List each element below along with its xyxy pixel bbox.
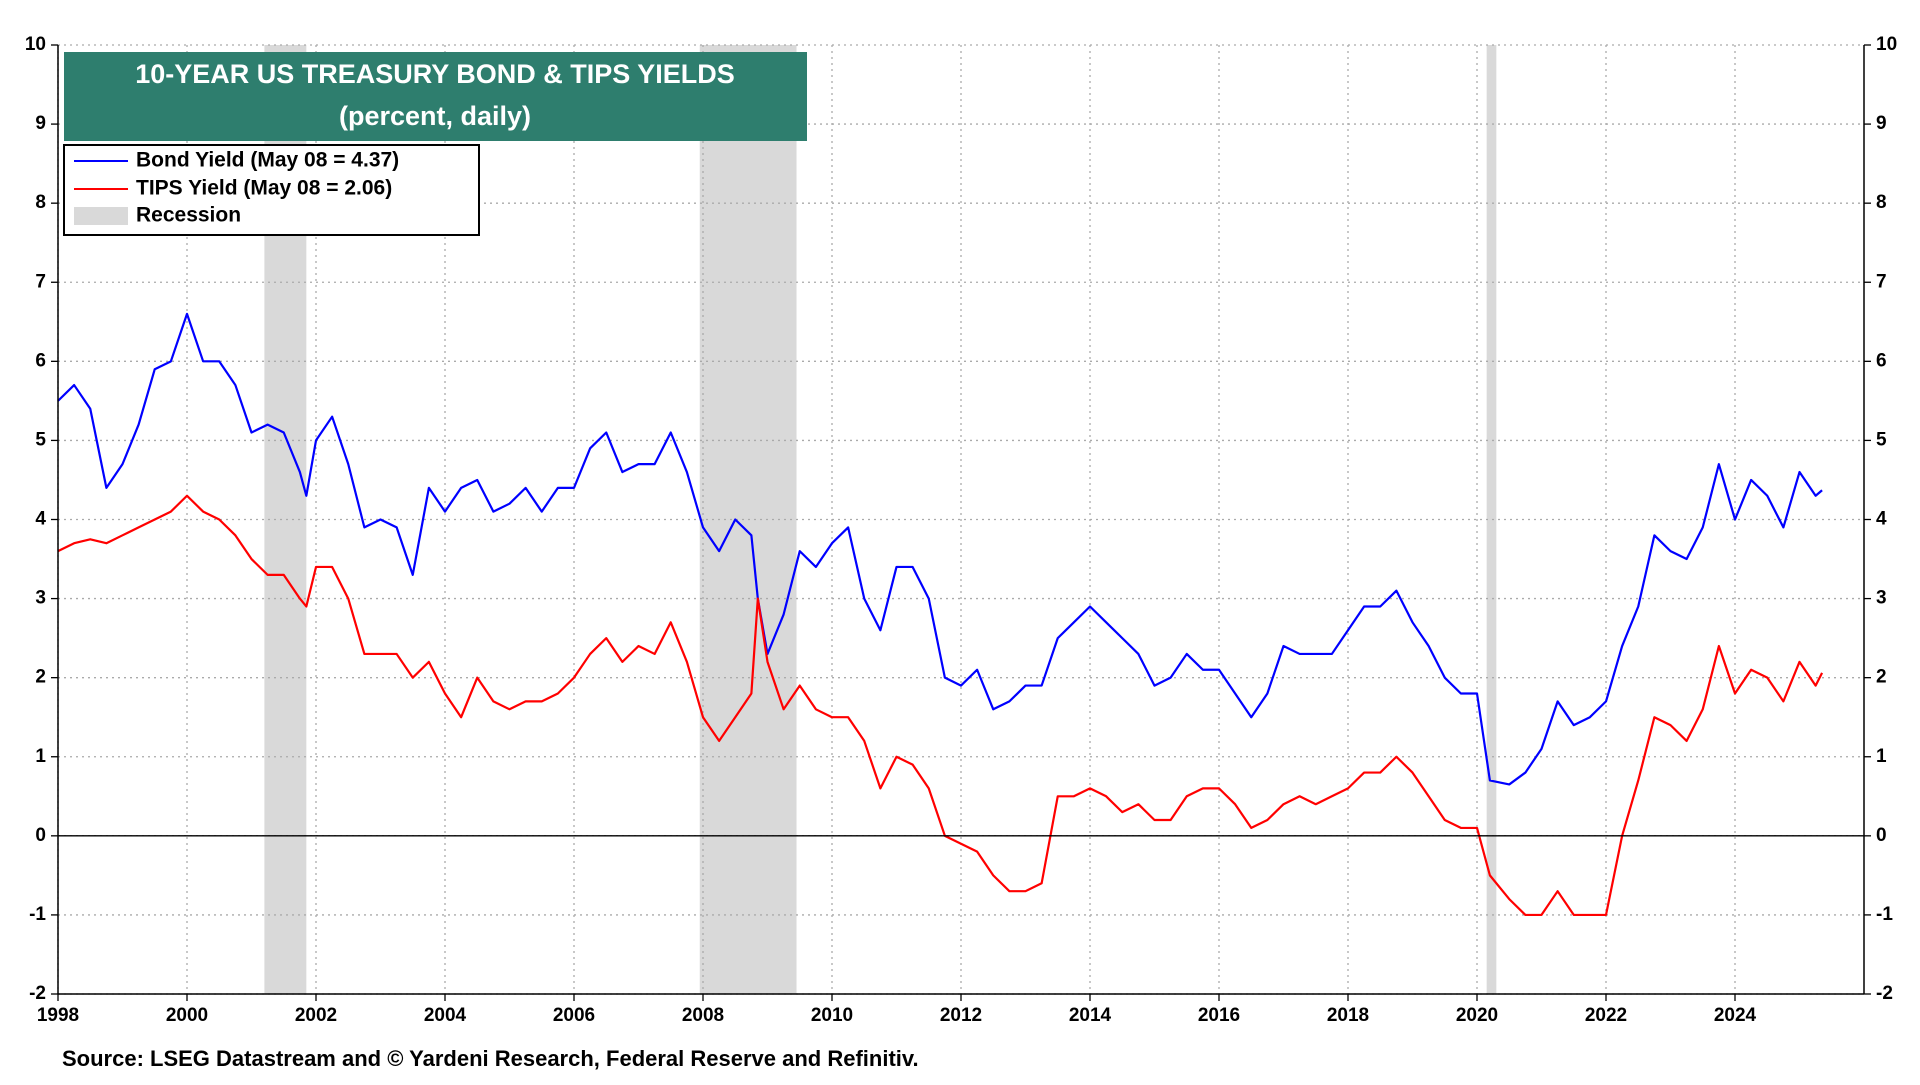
series-line <box>57 494 1824 917</box>
y2-tick-label: 9 <box>1876 113 1887 134</box>
x-tick-label: 2000 <box>166 1005 208 1026</box>
x-tick-label: 2012 <box>940 1005 982 1026</box>
y-tick-label: 7 <box>35 271 46 292</box>
legend-label: Recession <box>136 204 241 227</box>
chart-title: 10-YEAR US TREASURY BOND & TIPS YIELDS <box>135 59 735 89</box>
y2-tick-label: 8 <box>1876 192 1887 213</box>
y-tick-label: 6 <box>35 350 46 371</box>
y2-tick-label: 0 <box>1876 825 1887 846</box>
x-tick-label: 2002 <box>295 1005 337 1026</box>
x-tick-label: 2016 <box>1198 1005 1240 1026</box>
series-line <box>57 312 1823 786</box>
legend-label: Bond Yield (May 08 = 4.37) <box>136 149 399 172</box>
y-tick-label: 5 <box>35 429 46 450</box>
y-tick-label: 8 <box>35 192 46 213</box>
x-tick-label: 2004 <box>424 1005 467 1026</box>
x-tick-label: 2018 <box>1327 1005 1369 1026</box>
lines-layer <box>57 312 1824 917</box>
y2-tick-label: 10 <box>1876 34 1897 55</box>
title-box <box>64 52 807 141</box>
y-tick-label: -1 <box>29 904 46 925</box>
y-tick-label: -2 <box>29 983 46 1004</box>
y2-tick-label: -1 <box>1876 904 1893 925</box>
y-tick-label: 2 <box>35 667 46 688</box>
x-tick-label: 2024 <box>1714 1005 1757 1026</box>
y-tick-label: 4 <box>35 509 46 530</box>
y2-tick-label: 1 <box>1876 746 1887 767</box>
x-tick-label: 2008 <box>682 1005 724 1026</box>
y-tick-label: 10 <box>25 34 46 55</box>
y2-tick-label: -2 <box>1876 983 1893 1004</box>
x-tick-label: 2020 <box>1456 1005 1498 1026</box>
y2-tick-label: 3 <box>1876 588 1887 609</box>
x-tick-label: 2022 <box>1585 1005 1627 1026</box>
y-tick-label: 9 <box>35 113 46 134</box>
axes-layer: -2 -2 -1 -1 0 0 1 1 2 2 3 3 4 4 5 5 6 6 7 7 8 8 9 9 10 10 1998 2000… <box>25 34 1897 1026</box>
y2-tick-label: 7 <box>1876 271 1887 292</box>
overlay-layer: 10-YEAR US TREASURY BOND & TIPS YIELDS (… <box>63 52 807 236</box>
x-tick-label: 1998 <box>37 1005 79 1026</box>
y-tick-label: 3 <box>35 588 46 609</box>
y-tick-label: 0 <box>35 825 46 846</box>
y-tick-label: 1 <box>35 746 46 767</box>
y2-tick-label: 2 <box>1876 667 1887 688</box>
y2-tick-label: 4 <box>1876 509 1887 530</box>
x-tick-label: 2010 <box>811 1005 853 1026</box>
chart-subtitle: (percent, daily) <box>339 101 531 131</box>
legend-swatch <box>74 207 128 225</box>
legend-box <box>63 144 480 236</box>
y2-tick-label: 6 <box>1876 350 1887 371</box>
x-tick-label: 2014 <box>1069 1005 1112 1026</box>
recession-band <box>1486 45 1497 994</box>
x-tick-label: 2006 <box>553 1005 595 1026</box>
y2-tick-label: 5 <box>1876 429 1887 450</box>
source-note: Source: LSEG Datastream and © Yardeni Re… <box>62 1046 919 1071</box>
legend-label: TIPS Yield (May 08 = 2.06) <box>136 177 392 200</box>
